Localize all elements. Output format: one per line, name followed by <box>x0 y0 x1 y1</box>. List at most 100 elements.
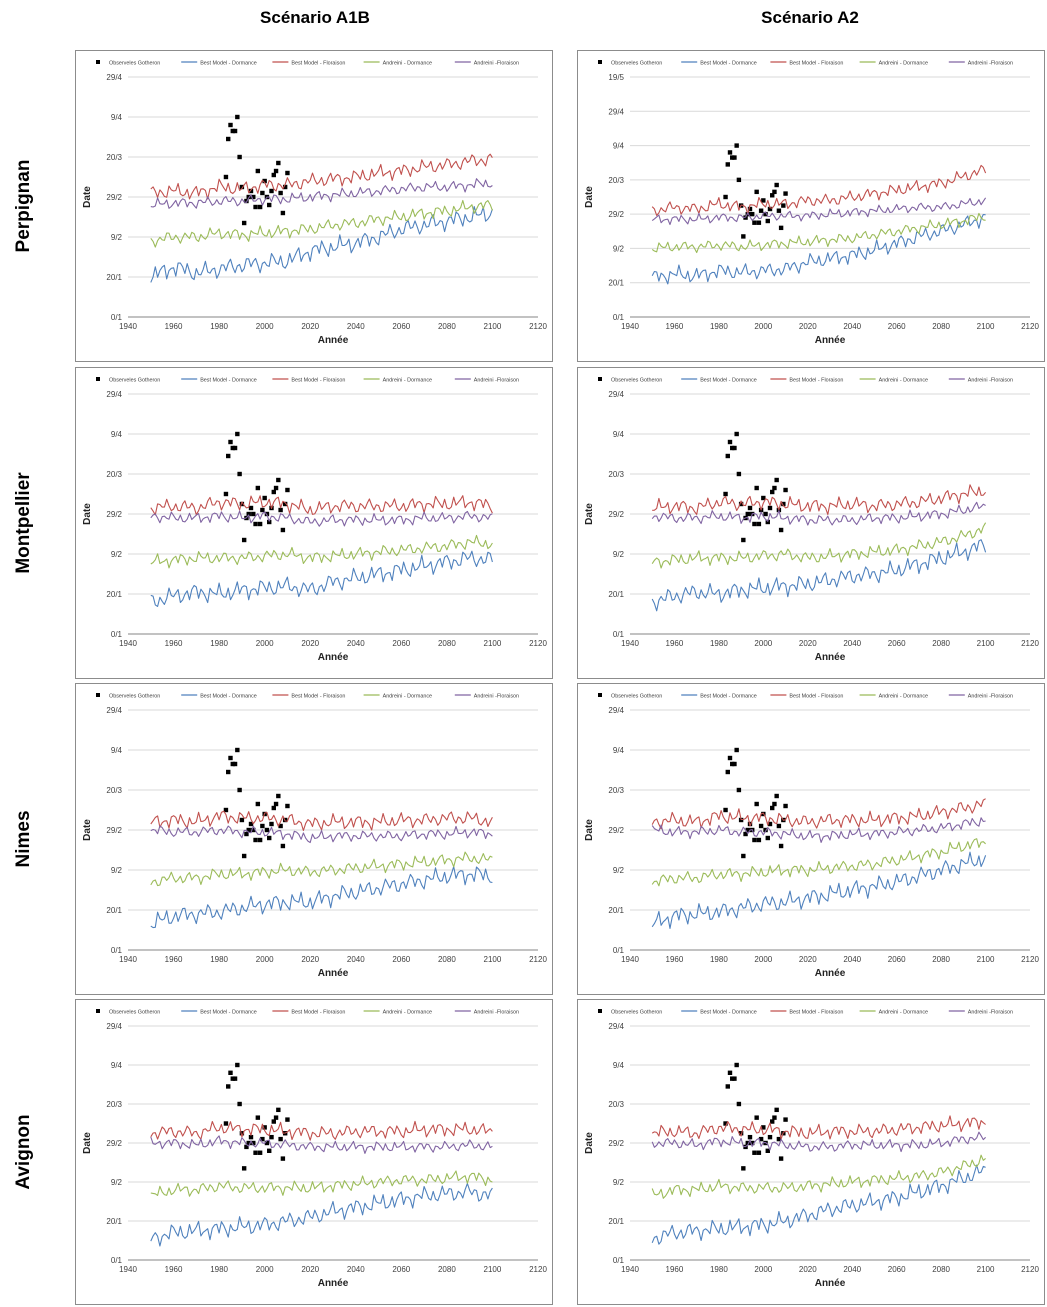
legend-label: Best Model - Dormance <box>700 61 757 67</box>
y-tick-label: 20/3 <box>106 1100 122 1109</box>
data-point <box>235 1062 240 1068</box>
chart-svg: Observeles Gotheron Best Model - Dormance… <box>82 1009 547 1289</box>
legend-item-andreini-floraison: Andreini -Floraison <box>454 378 519 384</box>
x-tick-label: 2080 <box>438 639 456 648</box>
series-observed <box>723 143 788 239</box>
x-tick-label: 2120 <box>529 1265 547 1274</box>
x-tick-label: 2020 <box>799 639 817 648</box>
legend-item-andreini-floraison: Andreini -Floraison <box>454 694 519 700</box>
data-point <box>241 537 247 543</box>
legend-label: Andreini -Floraison <box>474 61 519 67</box>
data-point <box>226 136 231 142</box>
x-tick-label: 2060 <box>888 639 906 648</box>
x-tick-label: 2000 <box>256 955 274 964</box>
legend-label: Best Model - Dormance <box>700 378 757 384</box>
series-line-andreini-floraison <box>651 501 986 526</box>
data-point <box>723 1121 728 1126</box>
y-axis-title: Date <box>82 819 93 841</box>
x-tick-label: 2080 <box>438 955 456 964</box>
y-tick-label: 20/1 <box>608 279 624 288</box>
legend-marker <box>96 60 100 64</box>
y-tick-label: 0/1 <box>613 946 625 955</box>
x-tick-label: 1980 <box>710 322 728 331</box>
series-line-andreini-dormance <box>150 1170 493 1197</box>
data-point <box>241 853 247 859</box>
data-point <box>232 761 238 767</box>
legend-label: Best Model - Floraison <box>789 61 843 67</box>
x-tick-label: 1980 <box>710 1265 728 1274</box>
data-point <box>783 803 788 809</box>
data-point <box>230 128 235 134</box>
data-point <box>778 225 784 231</box>
legend-item-observed: Observeles Gotheron <box>598 1009 662 1016</box>
x-tick-label: 2060 <box>392 955 410 964</box>
legend-label: Andreini -Floraison <box>474 694 519 700</box>
data-point <box>257 204 263 210</box>
legend-item-observed: Observeles Gotheron <box>96 1009 160 1016</box>
data-point <box>767 1134 773 1140</box>
legend: Observeles Gotheron Best Model - Dormance… <box>598 377 1013 384</box>
legend-item-best-model-floraison: Best Model - Floraison <box>770 694 843 700</box>
x-axis-title: Année <box>318 335 349 346</box>
legend-label: Best Model - Dormance <box>200 61 257 67</box>
row-title-nimes-label: Nimes <box>13 810 34 868</box>
y-axis-title: Date <box>82 503 93 525</box>
data-point <box>741 537 746 543</box>
series-observed <box>223 431 290 543</box>
x-tick-label: 2060 <box>392 1265 410 1274</box>
x-tick-label: 2080 <box>932 1265 950 1274</box>
data-point <box>248 188 254 194</box>
data-point <box>770 1119 775 1124</box>
data-point <box>725 769 730 775</box>
y-tick-label: 0/1 <box>613 630 625 639</box>
x-tick-label: 1960 <box>666 322 684 331</box>
data-point <box>239 817 245 823</box>
series-line-best-model-floraison <box>651 164 987 216</box>
x-tick-label: 2060 <box>392 322 410 331</box>
legend-item-andreini-dormance: Andreini - Dormance <box>859 378 928 384</box>
legend-item-andreini-floraison: Andreini -Floraison <box>948 694 1013 700</box>
row-title-perpignan: Perpignan <box>4 50 44 362</box>
data-point <box>727 1070 733 1075</box>
data-point <box>262 495 267 501</box>
data-point <box>756 1150 762 1155</box>
x-axis-title: Année <box>815 652 846 663</box>
data-point <box>781 501 786 507</box>
legend-label: Best Model - Floraison <box>789 1010 843 1016</box>
y-tick-label: 0/1 <box>613 1256 625 1265</box>
x-tick-label: 1960 <box>165 639 183 648</box>
data-point <box>237 154 242 160</box>
legend-item-andreini-dormance: Andreini - Dormance <box>859 694 928 700</box>
data-point <box>257 1150 263 1155</box>
data-point <box>239 501 245 507</box>
series-line-andreini-dormance <box>150 199 493 248</box>
data-point <box>723 807 728 813</box>
x-tick-label: 2000 <box>754 1265 772 1274</box>
data-point <box>732 1076 737 1081</box>
data-point <box>269 188 274 194</box>
series-line-andreini-floraison <box>651 197 987 226</box>
data-point <box>767 206 773 212</box>
x-tick-label: 1960 <box>666 955 684 964</box>
x-tick-label: 2100 <box>484 1265 502 1274</box>
data-point <box>228 122 233 128</box>
chart-svg: Observeles Gotheron Best Model - Dormance… <box>584 693 1039 979</box>
series-line-best-model-dormance <box>150 205 493 283</box>
series-line-andreini-dormance <box>651 522 987 569</box>
x-tick-label: 1940 <box>119 639 137 648</box>
data-point <box>758 208 764 213</box>
legend-item-best-model-floraison: Best Model - Floraison <box>272 378 345 384</box>
y-tick-label: 9/2 <box>111 233 123 242</box>
x-tick-label: 2020 <box>301 1265 319 1274</box>
row-title-avignon: Avignon <box>4 999 44 1305</box>
legend-label: Observeles Gotheron <box>109 378 160 384</box>
series-observed <box>223 747 290 859</box>
x-tick-label: 2120 <box>1021 322 1039 331</box>
y-axis-title: Date <box>82 186 93 208</box>
x-tick-label: 1980 <box>210 639 228 648</box>
y-tick-label: 29/4 <box>608 706 624 715</box>
data-point <box>262 1125 267 1130</box>
legend-label: Best Model - Dormance <box>700 1010 757 1016</box>
legend-item-observed: Observeles Gotheron <box>96 377 160 384</box>
data-point <box>271 1119 276 1124</box>
